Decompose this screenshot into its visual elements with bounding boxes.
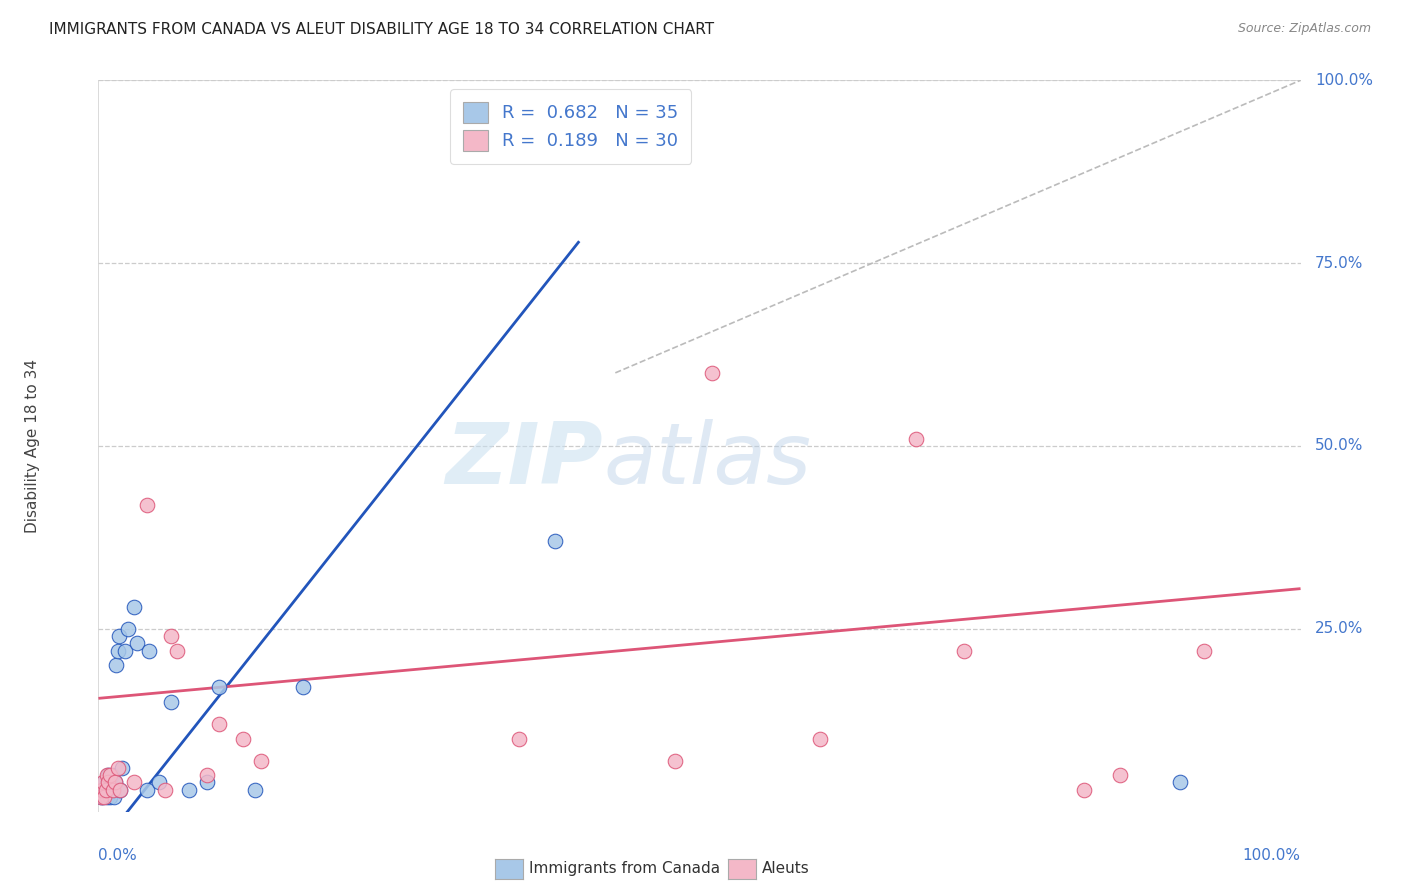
Point [166,644,188,658]
Point [232,731,254,746]
Point [508,731,530,746]
Point [104,775,127,789]
Point [107,644,129,658]
Text: atlas: atlas [603,419,811,502]
Point [91,775,114,789]
Point [153,782,176,797]
Point [114,644,136,658]
Point [100,790,122,805]
Point [90,790,112,805]
Point [243,782,266,797]
Text: Immigrants from Canada: Immigrants from Canada [529,862,720,876]
Point [177,782,200,797]
Point [93,775,115,789]
Point [124,775,146,789]
Point [105,658,128,673]
Point [135,782,157,797]
Text: 50.0%: 50.0% [1315,439,1364,453]
Point [138,644,160,658]
Point [195,768,218,782]
Point [544,534,567,549]
Point [97,768,120,782]
Point [93,790,115,805]
Text: 100.0%: 100.0% [1243,848,1301,863]
Legend: R =  0.682   N = 35, R =  0.189   N = 30: R = 0.682 N = 35, R = 0.189 N = 30 [450,89,692,163]
Text: Aleuts: Aleuts [762,862,810,876]
Point [808,731,831,746]
Point [124,599,146,614]
Point [100,768,122,782]
Point [98,782,121,797]
Point [1109,768,1132,782]
Point [97,775,120,789]
Point [249,754,271,768]
Point [1073,782,1095,797]
Point [104,775,127,789]
Point [135,498,157,512]
Text: 0.0%: 0.0% [98,848,138,863]
Point [96,768,118,782]
Point [90,790,112,805]
Point [91,782,114,797]
Point [1170,775,1192,789]
Point [100,775,122,789]
Point [195,775,218,789]
Point [101,782,124,797]
Text: 75.0%: 75.0% [1315,256,1364,270]
Text: Source: ZipAtlas.com: Source: ZipAtlas.com [1237,22,1371,36]
Point [700,366,723,380]
Point [94,782,117,797]
Point [96,790,118,805]
Point [108,629,131,643]
Text: ZIP: ZIP [446,419,603,502]
Point [159,629,181,643]
Text: 25.0%: 25.0% [1315,622,1364,636]
Point [208,681,231,695]
Point [953,644,976,658]
Point [100,768,122,782]
Point [91,790,114,805]
Point [159,695,181,709]
Point [94,782,117,797]
Point [208,717,231,731]
Point [91,782,114,797]
Point [125,636,148,650]
Text: Disability Age 18 to 34: Disability Age 18 to 34 [25,359,39,533]
Point [904,432,927,446]
Text: IMMIGRANTS FROM CANADA VS ALEUT DISABILITY AGE 18 TO 34 CORRELATION CHART: IMMIGRANTS FROM CANADA VS ALEUT DISABILI… [49,22,714,37]
Point [101,782,124,797]
Point [103,790,125,805]
Text: 100.0%: 100.0% [1315,73,1374,87]
Point [111,761,134,775]
Point [108,782,131,797]
Point [108,782,131,797]
Point [664,754,686,768]
Point [1194,644,1216,658]
Point [117,622,139,636]
Point [148,775,170,789]
Point [291,681,314,695]
Point [97,775,120,789]
Point [107,761,129,775]
